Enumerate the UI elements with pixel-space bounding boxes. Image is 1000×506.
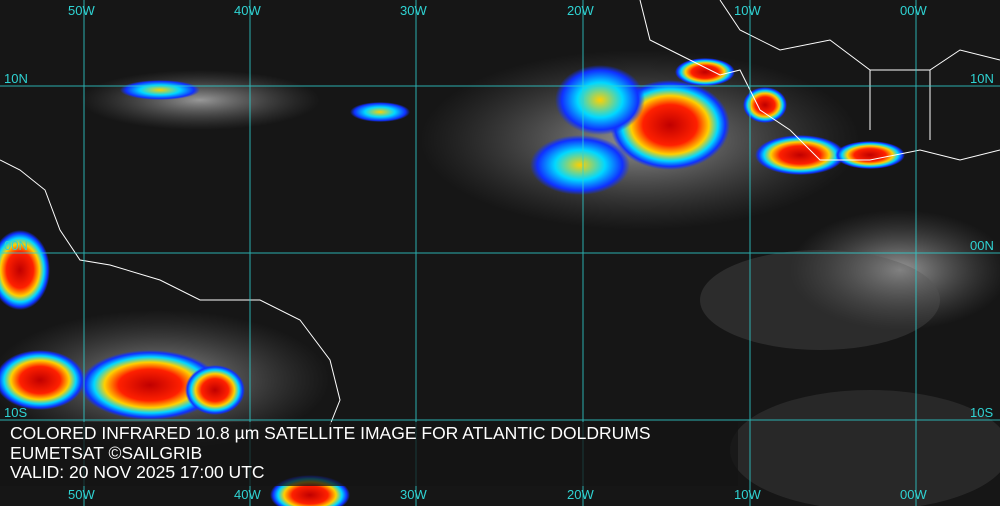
lon-label-top: 50W xyxy=(68,3,95,18)
lat-label-left: 00N xyxy=(4,238,28,253)
lat-label-right: 10S xyxy=(970,405,994,420)
lon-label-top: 00W xyxy=(900,3,927,18)
coastline xyxy=(0,0,1000,426)
lat-label-left: 10S xyxy=(4,405,28,420)
lon-label-bottom: 40W xyxy=(234,487,261,502)
lon-label-top: 30W xyxy=(400,3,427,18)
lon-label-bottom: 50W xyxy=(68,487,95,502)
valid-time: VALID: 20 NOV 2025 17:00 UTC xyxy=(10,462,265,482)
caption-panel xyxy=(0,422,738,486)
lon-label-top: 20W xyxy=(567,3,594,18)
lon-label-bottom: 30W xyxy=(400,487,427,502)
lat-label-right: 10N xyxy=(970,71,994,86)
image-source: EUMETSAT ©SAILGRIB xyxy=(10,443,203,463)
image-title: COLORED INFRARED 10.8 µm SATELLITE IMAGE… xyxy=(10,423,651,443)
lon-label-bottom: 20W xyxy=(567,487,594,502)
lon-label-top: 10W xyxy=(734,3,761,18)
lat-label-left: 10N xyxy=(4,71,28,86)
lon-label-bottom: 00W xyxy=(900,487,927,502)
cloud-layer xyxy=(0,50,1000,506)
lon-label-top: 40W xyxy=(234,3,261,18)
lon-label-bottom: 10W xyxy=(734,487,761,502)
lat-label-right: 00N xyxy=(970,238,994,253)
